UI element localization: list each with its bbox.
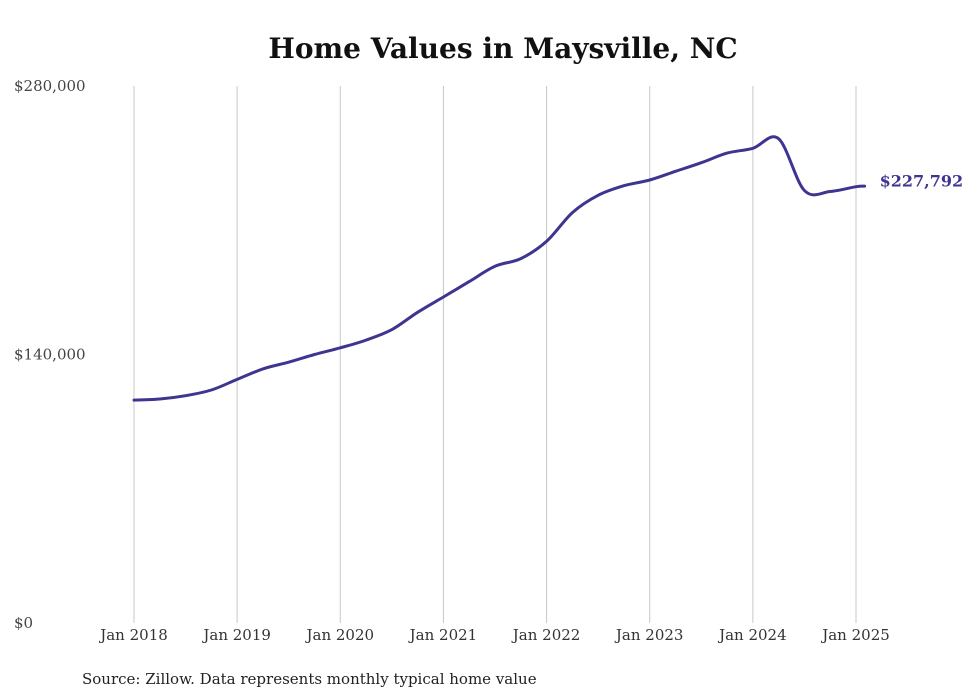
- series-line-home-value: [132, 135, 867, 402]
- x-axis-tick-labels: Jan 2018 Jan 2019 Jan 2020 Jan 2021 Jan 2022…: [98, 626, 890, 644]
- y-tick-label: $0: [14, 614, 33, 632]
- latest-value-label: $227,792: [880, 172, 964, 191]
- x-tick-label: Jan 2018: [98, 626, 168, 644]
- x-tick-label: Jan 2024: [717, 626, 787, 644]
- chart-title: Home Values in Maysville, NC: [268, 32, 737, 65]
- source-note: Source: Zillow. Data represents monthly …: [82, 670, 537, 688]
- x-tick-label: Jan 2022: [511, 626, 581, 644]
- y-axis-tick-labels: $0 $140,000 $280,000: [14, 77, 86, 632]
- x-tick-label: Jan 2020: [305, 626, 375, 644]
- x-tick-label: Jan 2023: [614, 626, 684, 644]
- x-tick-label: Jan 2025: [820, 626, 890, 644]
- vertical-gridlines: [133, 86, 857, 623]
- y-tick-label: $280,000: [14, 77, 86, 95]
- x-tick-label: Jan 2021: [408, 626, 478, 644]
- x-tick-label: Jan 2019: [201, 626, 271, 644]
- y-tick-label: $140,000: [14, 346, 86, 364]
